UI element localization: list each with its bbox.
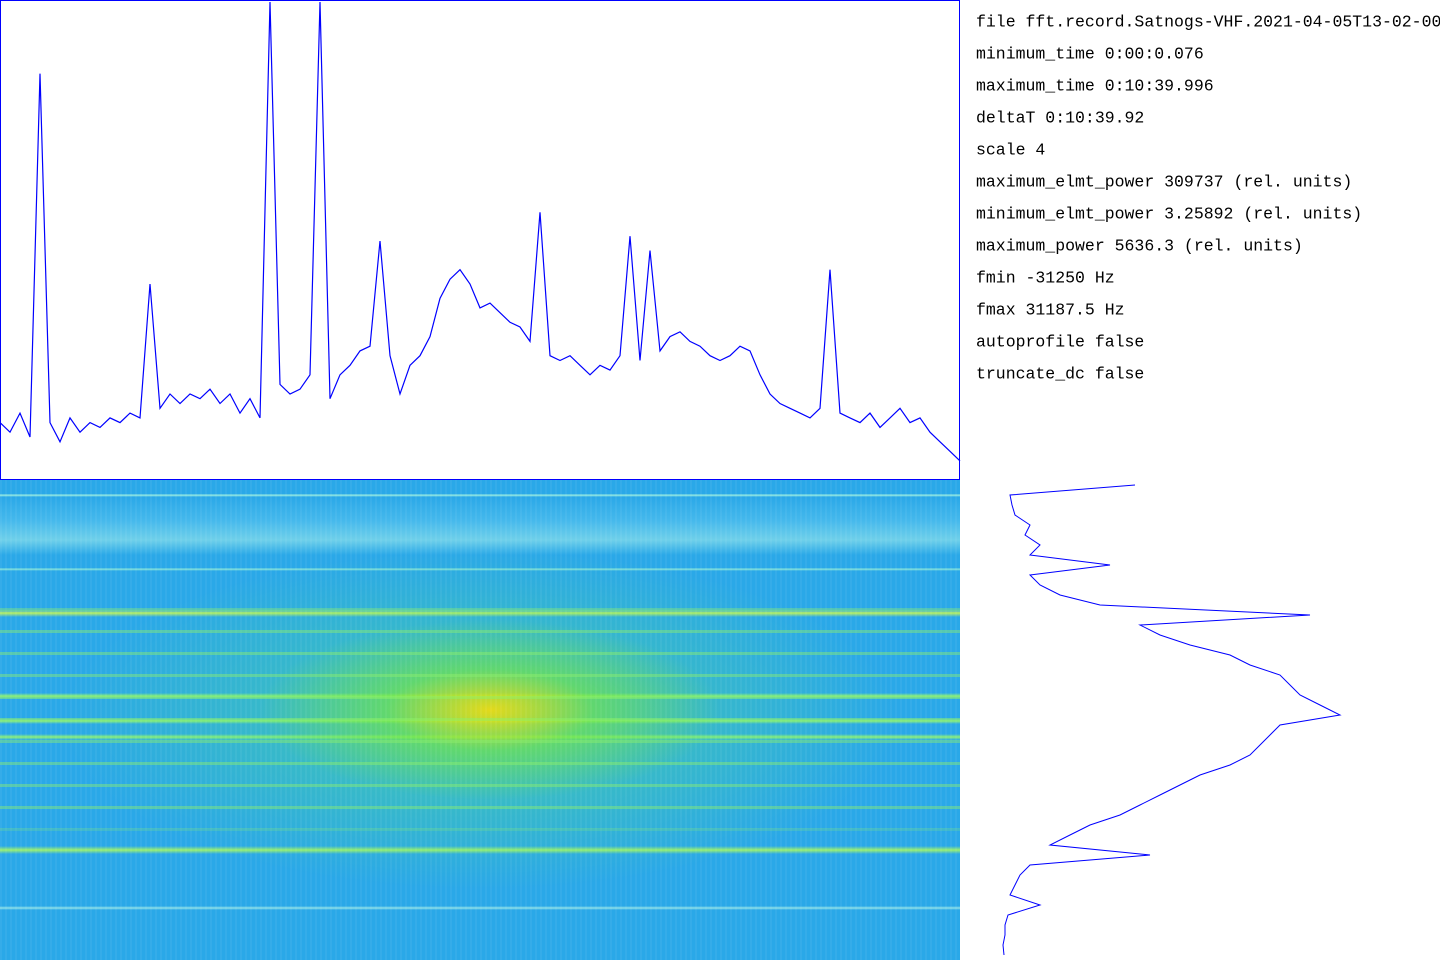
waterfall-image (0, 480, 960, 960)
profile-line (1002, 484, 1342, 956)
info-line: maximum_elmt_power 309737 (rel. units) (976, 172, 1352, 191)
info-line: file fft.record.Satnogs-VHF.2021-04-05T1… (976, 12, 1440, 31)
info-line: autoprofile false (976, 332, 1144, 351)
spectrum-frame (0, 0, 960, 480)
info-line: deltaT 0:10:39.92 (976, 108, 1144, 127)
info-line: fmax 31187.5 Hz (976, 300, 1125, 319)
info-line: maximum_time 0:10:39.996 (976, 76, 1214, 95)
info-line: fmin -31250 Hz (976, 268, 1115, 287)
info-line: maximum_power 5636.3 (rel. units) (976, 236, 1303, 255)
info-line: scale 4 (976, 140, 1045, 159)
spectrum-line (0, 1, 961, 462)
info-line: minimum_elmt_power 3.25892 (rel. units) (976, 204, 1362, 223)
info-line: minimum_time 0:00:0.076 (976, 44, 1204, 63)
info-line: truncate_dc false (976, 364, 1144, 383)
